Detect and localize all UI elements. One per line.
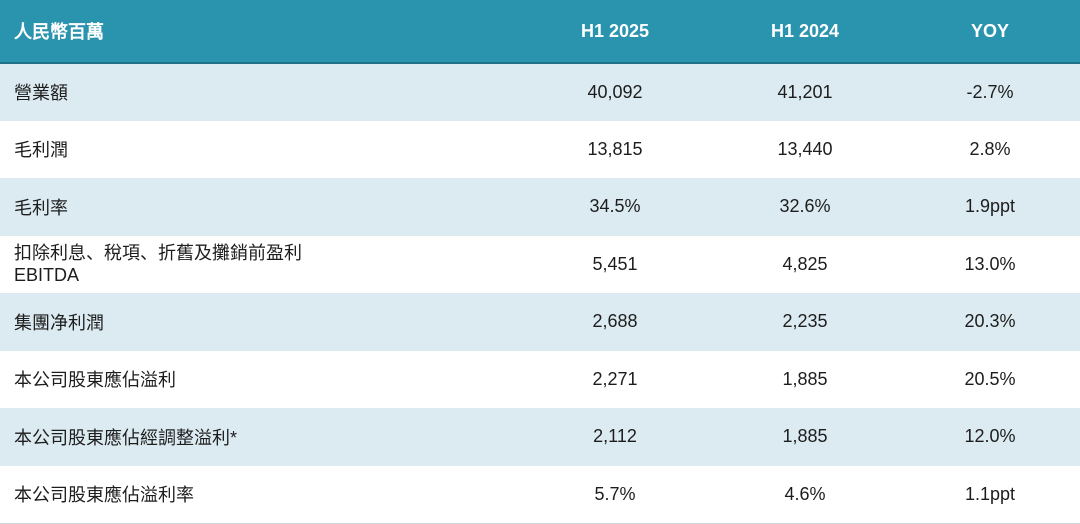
cell-yoy: 12.0%	[964, 426, 1016, 447]
cell-yoy: 1.1ppt	[900, 465, 1080, 524]
cell-h1-2025: 34.5%	[589, 196, 641, 217]
cell-h1-2024: 1,885	[782, 368, 828, 389]
table-row-gross-profit: 毛利潤 13,815 13,440 2.8%	[0, 120, 1080, 178]
table-row-profit-margin: 本公司股東應佔溢利率 5.7% 4.6% 1.1ppt	[0, 465, 1080, 524]
table-row-adjusted-profit: 本公司股東應佔經調整溢利* 2,112 1,885 12.0%	[0, 408, 1080, 466]
cell-h1-2025: 2,271	[592, 368, 638, 389]
cell-h1-2025: 2,112	[593, 426, 637, 447]
row-label-line1: 扣除利息、稅項、折舊及攤銷前盈利	[14, 242, 302, 263]
cell-h1-2025: 40,092	[587, 81, 643, 102]
row-label: 營業額	[14, 83, 68, 104]
table-row-revenue: 營業額 40,092 41,201 -2.7%	[0, 63, 1080, 121]
row-label: 毛利率	[14, 197, 68, 218]
cell-h1-2025: 13,815	[587, 138, 643, 159]
row-label: 本公司股東應佔經調整溢利*	[14, 427, 238, 448]
row-label: 本公司股東應佔溢利率	[0, 465, 520, 524]
cell-h1-2025: 2,688	[592, 311, 638, 332]
header-col-yoy: YOY	[900, 0, 1080, 64]
row-label: 本公司股東應佔溢利	[14, 370, 176, 391]
header-row: 人民幣百萬 H1 2025 H1 2024 YOY	[0, 0, 1080, 64]
table-row-profit-attributable: 本公司股東應佔溢利 2,271 1,885 20.5%	[0, 350, 1080, 408]
cell-yoy: -2.7%	[966, 81, 1014, 102]
table-row-ebitda: 扣除利息、稅項、折舊及攤銷前盈利 EBITDA 5,451 4,825 13.0…	[0, 235, 1080, 294]
cell-h1-2024: 1,885	[782, 426, 828, 447]
cell-h1-2024: 2,235	[782, 311, 828, 332]
cell-yoy: 2.8%	[969, 138, 1011, 159]
cell-h1-2025: 5.7%	[520, 465, 710, 524]
cell-h1-2024: 4,825	[782, 253, 828, 274]
row-label: 毛利潤	[14, 140, 68, 161]
table-row-gross-margin: 毛利率 34.5% 32.6% 1.9ppt	[0, 178, 1080, 236]
cell-yoy: 13.0%	[964, 253, 1016, 274]
cell-h1-2024: 4.6%	[710, 465, 900, 524]
table-row-group-net-profit: 集團净利潤 2,688 2,235 20.3%	[0, 293, 1080, 351]
cell-h1-2024: 41,201	[777, 81, 833, 102]
cell-h1-2024: 32.6%	[779, 196, 831, 217]
header-unit-label: 人民幣百萬	[0, 0, 520, 64]
row-label: 集團净利潤	[14, 312, 104, 333]
cell-yoy: 20.5%	[964, 368, 1016, 389]
header-col-h1-2025: H1 2025	[520, 0, 710, 64]
row-label: 扣除利息、稅項、折舊及攤銷前盈利 EBITDA	[0, 236, 520, 294]
cell-h1-2024: 13,440	[777, 138, 833, 159]
cell-h1-2025: 5,451	[592, 253, 638, 274]
row-label-line2: EBITDA	[14, 265, 80, 286]
cell-yoy: 20.3%	[964, 311, 1016, 332]
header-col-h1-2024: H1 2024	[710, 0, 900, 64]
cell-yoy: 1.9ppt	[964, 196, 1016, 217]
